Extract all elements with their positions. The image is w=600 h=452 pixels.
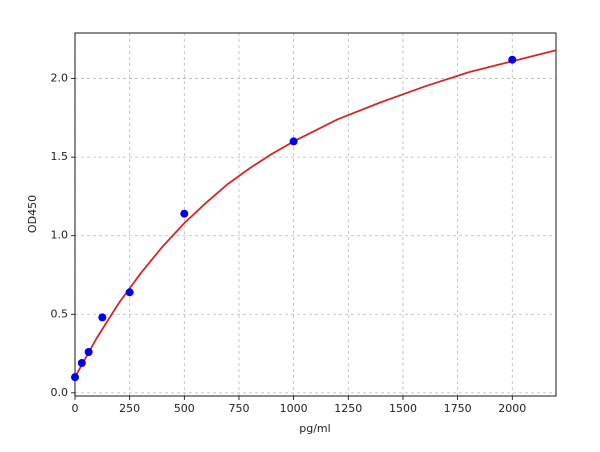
data-point	[125, 288, 134, 297]
y-tick-label: 0.5	[51, 307, 69, 320]
fit-curve	[74, 49, 557, 378]
x-tick-label: 1000	[280, 402, 308, 415]
y-tick-label: 0.0	[51, 386, 69, 399]
y-tick-label: 2.0	[51, 72, 69, 85]
x-tick-label: 250	[119, 402, 140, 415]
x-tick-label: 0	[72, 402, 79, 415]
data-point	[71, 373, 79, 382]
data-point	[508, 55, 517, 64]
data-point	[84, 348, 93, 356]
x-tick-label: 1750	[444, 402, 472, 415]
y-tick-label: 1.5	[51, 150, 69, 163]
x-tick-label: 750	[228, 402, 249, 415]
y-axis-label: OD450	[26, 195, 39, 233]
data-point	[98, 313, 107, 322]
data-point	[180, 209, 189, 218]
data-point	[289, 137, 298, 146]
x-tick-label: 1250	[334, 402, 362, 415]
x-axis-label: pg/ml	[299, 422, 330, 435]
x-tick-label: 1500	[389, 402, 417, 415]
plot-frame	[74, 32, 557, 397]
y-tick-label: 1.0	[51, 229, 69, 242]
x-tick-label: 500	[174, 402, 195, 415]
data-point	[77, 359, 86, 367]
x-tick-label: 2000	[498, 402, 526, 415]
